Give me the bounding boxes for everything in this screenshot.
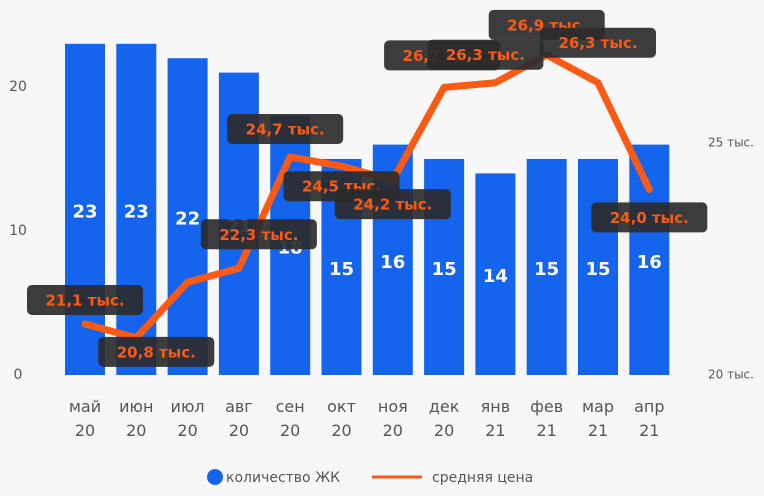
x-tick-label: май 20 [68,397,102,440]
value-label: 26,3 тыс. [446,46,525,64]
legend-label: количество ЖК [226,470,340,486]
value-label: 24,2 тыс. [353,196,432,214]
x-tick-label: июл 20 [170,397,205,440]
y-tick-label: 0 [14,367,23,383]
legend-label: средняя цена [432,470,533,486]
value-label: 21,1 тыс. [45,291,124,309]
value-label: 24,7 тыс. [246,120,325,138]
x-tick-label: апр 21 [634,397,665,440]
bar [65,43,105,376]
x-tick-label: дек 20 [428,397,460,440]
y2-tick-label: 25 тыс. [708,136,754,150]
value-label: 26,3 тыс. [558,34,637,52]
bar-label: 16 [380,252,405,273]
bar-label: 14 [483,266,508,287]
y2-tick-label: 20 тыс. [708,368,754,382]
label-box [591,202,708,233]
value-label: 22,3 тыс. [219,226,298,244]
legend-marker [207,469,223,485]
x-tick-label: янв 21 [480,397,511,440]
x-tick-label: мар 21 [581,397,615,440]
x-tick-label: ноя 20 [377,397,408,440]
label-box [27,284,143,315]
label-box [200,219,317,250]
x-tick-label: авг 20 [225,397,253,440]
bar [475,173,516,375]
bar [578,159,618,375]
label-box [540,27,656,58]
value-label: 20,8 тыс. [117,343,196,361]
bar-label: 15 [329,259,354,280]
x-tick-label: фев 21 [530,397,564,440]
y-tick-label: 20 [9,79,27,95]
label-box [427,39,544,70]
bar-label: 23 [72,201,97,222]
x-tick-label: июн 20 [119,397,154,440]
label-box [334,189,451,220]
bar-label: 22 [175,209,200,230]
bar [526,159,567,375]
bar-label: 15 [432,259,457,280]
x-tick-label: окт 20 [327,397,356,440]
bar-label: 16 [637,252,662,273]
label-box [227,113,344,144]
y-tick-label: 10 [9,223,27,239]
x-tick-label: сен 20 [275,397,305,440]
bar-label: 15 [534,259,559,280]
bar [167,58,208,375]
value-label: 24,0 тыс. [610,209,689,227]
bar-label: 15 [585,259,610,280]
bar-label: 23 [124,201,149,222]
label-box [98,336,215,367]
